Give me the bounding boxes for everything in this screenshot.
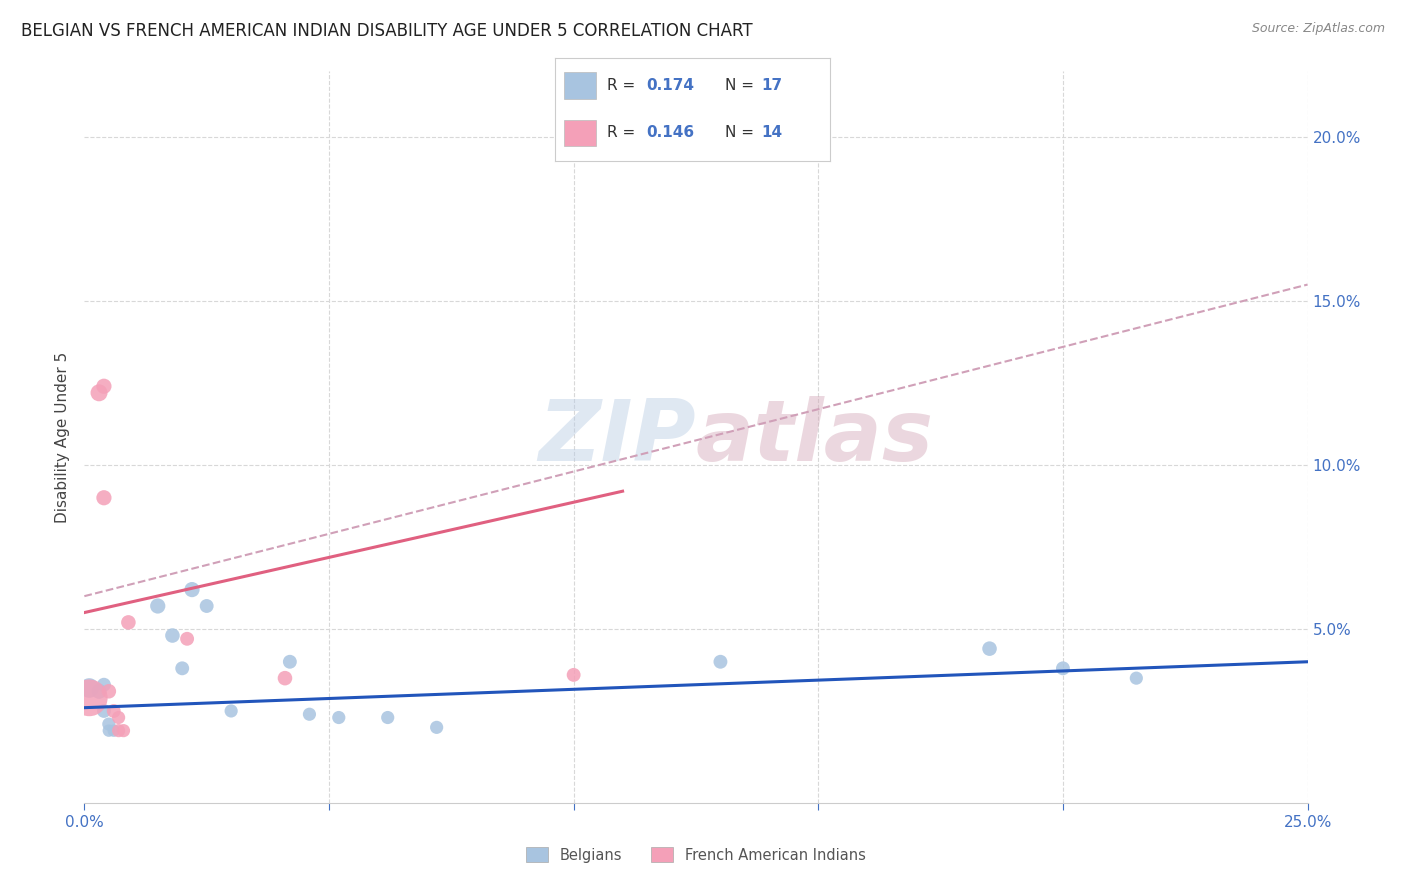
Text: Source: ZipAtlas.com: Source: ZipAtlas.com bbox=[1251, 22, 1385, 36]
Point bbox=[107, 723, 129, 738]
Point bbox=[93, 379, 115, 393]
Point bbox=[146, 599, 169, 613]
Point bbox=[979, 641, 1001, 656]
Text: 0.146: 0.146 bbox=[645, 126, 695, 140]
Point bbox=[103, 723, 125, 738]
Point bbox=[298, 707, 321, 722]
Point bbox=[1052, 661, 1074, 675]
Point bbox=[195, 599, 218, 613]
Point bbox=[1125, 671, 1147, 685]
Point bbox=[709, 655, 731, 669]
Y-axis label: Disability Age Under 5: Disability Age Under 5 bbox=[55, 351, 70, 523]
Bar bbox=[564, 72, 596, 99]
Point bbox=[97, 684, 120, 698]
Text: 0.174: 0.174 bbox=[645, 78, 693, 93]
Point bbox=[97, 717, 120, 731]
Point bbox=[93, 704, 115, 718]
Point bbox=[77, 690, 100, 705]
Point bbox=[176, 632, 198, 646]
Text: atlas: atlas bbox=[696, 395, 934, 479]
Point bbox=[103, 704, 125, 718]
Text: 17: 17 bbox=[761, 78, 782, 93]
Point bbox=[97, 723, 120, 738]
Point bbox=[93, 491, 115, 505]
Point bbox=[87, 684, 110, 698]
Point bbox=[162, 628, 184, 642]
Point bbox=[219, 704, 242, 718]
Point bbox=[112, 723, 135, 738]
Point bbox=[274, 671, 297, 685]
Text: N =: N = bbox=[725, 78, 759, 93]
Text: R =: R = bbox=[607, 78, 641, 93]
Point bbox=[426, 720, 449, 734]
Text: 14: 14 bbox=[761, 126, 782, 140]
Point bbox=[278, 655, 301, 669]
Legend: Belgians, French American Indians: Belgians, French American Indians bbox=[520, 841, 872, 869]
Point bbox=[87, 385, 110, 400]
Point bbox=[377, 710, 399, 724]
Point bbox=[77, 681, 100, 695]
Point bbox=[562, 668, 585, 682]
Point bbox=[107, 710, 129, 724]
Text: ZIP: ZIP bbox=[538, 395, 696, 479]
Point bbox=[181, 582, 204, 597]
Point bbox=[93, 678, 115, 692]
Bar bbox=[564, 120, 596, 146]
Point bbox=[328, 710, 350, 724]
Point bbox=[172, 661, 194, 675]
Text: R =: R = bbox=[607, 126, 641, 140]
Text: BELGIAN VS FRENCH AMERICAN INDIAN DISABILITY AGE UNDER 5 CORRELATION CHART: BELGIAN VS FRENCH AMERICAN INDIAN DISABI… bbox=[21, 22, 752, 40]
Point bbox=[117, 615, 139, 630]
Text: N =: N = bbox=[725, 126, 759, 140]
